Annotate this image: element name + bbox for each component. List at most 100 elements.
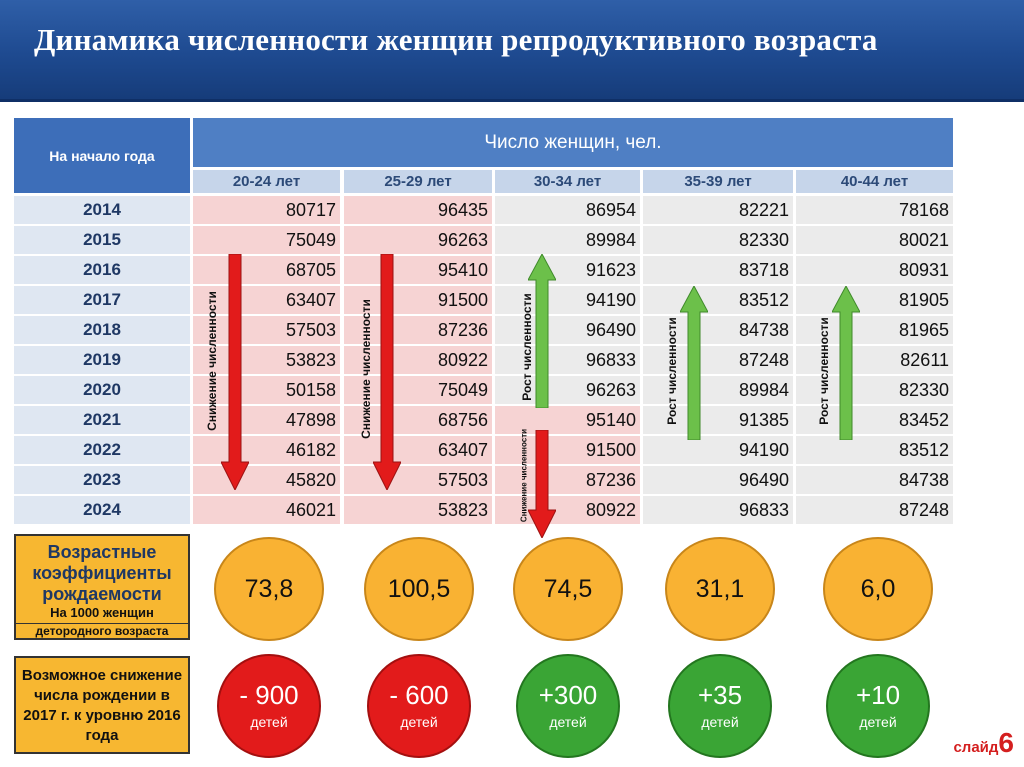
table-cell: 96490: [495, 316, 640, 344]
table-cell: 53823: [344, 496, 492, 524]
table-cell: 96833: [495, 346, 640, 374]
slide-number-value: 6: [998, 727, 1014, 758]
coefficient-circle: 74,5: [513, 537, 623, 641]
changes-title: Возможное снижение числа рождении в 2017…: [21, 667, 183, 744]
coefficients-title: Возрастные коэффициенты рождаемости: [32, 542, 172, 604]
fertility-coefficients-label: Возрастные коэффициенты рождаемости На 1…: [14, 534, 190, 640]
slide-number: слайд6: [953, 727, 1014, 759]
table-cell: 96490: [643, 466, 793, 494]
birth-change-unit: детей: [859, 714, 897, 730]
birth-change-circle: - 900 детей: [217, 654, 321, 758]
table-cell: 87236: [495, 466, 640, 494]
table-cell: 96435: [344, 196, 492, 224]
arrow-down-icon: [373, 254, 401, 490]
birth-change-circle: +10 детей: [826, 654, 930, 758]
table-cell: 91500: [344, 286, 492, 314]
table-cell: 50158: [193, 376, 340, 404]
birth-change-value: - 600: [389, 680, 449, 710]
trend-label-35-39: Рост численности: [665, 317, 679, 425]
year-cell: 2016: [14, 256, 190, 284]
table-cell: 83452: [796, 406, 953, 434]
arrow-up-icon: [680, 286, 708, 440]
slide-title: Динамика численности женщин репродуктивн…: [34, 22, 878, 57]
table-cell: 81965: [796, 316, 953, 344]
table-cell: 78168: [796, 196, 953, 224]
birth-change-value: - 900: [239, 680, 299, 710]
trend-label-30-34-down: Снижение численности: [519, 428, 529, 523]
table-cell: 83718: [643, 256, 793, 284]
table-cell: 80922: [495, 496, 640, 524]
table-cell: 86954: [495, 196, 640, 224]
year-cell: 2014: [14, 196, 190, 224]
table-cell: 80922: [344, 346, 492, 374]
year-cell: 2015: [14, 226, 190, 254]
coefficient-circle: 73,8: [214, 537, 324, 641]
table-cell: 82330: [796, 376, 953, 404]
table-cell: 87236: [344, 316, 492, 344]
table-cell: 46182: [193, 436, 340, 464]
age-group-header: 30-34 лет: [495, 170, 640, 193]
table-cell: 80931: [796, 256, 953, 284]
table-cell: 91385: [643, 406, 793, 434]
table-cell: 80717: [193, 196, 340, 224]
table-cell: 82611: [796, 346, 953, 374]
table-cell: 82221: [643, 196, 793, 224]
birth-change-unit: детей: [549, 714, 587, 730]
coefficient-circle: 100,5: [364, 537, 474, 641]
coefficient-circle: 6,0: [823, 537, 933, 641]
birth-change-value: +300: [538, 680, 598, 710]
coefficients-sub1: На 1000 женщин: [50, 605, 154, 620]
table-cell: 91623: [495, 256, 640, 284]
table-cell: 83512: [643, 286, 793, 314]
table-cell: 89984: [643, 376, 793, 404]
arrow-up-icon: [832, 286, 860, 440]
table-cell: 80021: [796, 226, 953, 254]
table-cell: 96263: [495, 376, 640, 404]
table-cell: 96833: [643, 496, 793, 524]
table-cell: 91500: [495, 436, 640, 464]
year-cell: 2019: [14, 346, 190, 374]
trend-label-25-29: Снижение численности: [359, 299, 373, 439]
table-cell: 45820: [193, 466, 340, 494]
trend-label-30-34-up: Рост численности: [520, 293, 534, 401]
table-cell: 84738: [796, 466, 953, 494]
table-cell: 87248: [643, 346, 793, 374]
birth-change-unit: детей: [400, 714, 438, 730]
age-group-header: 35-39 лет: [643, 170, 793, 193]
birth-change-circle: +35 детей: [668, 654, 772, 758]
year-cell: 2024: [14, 496, 190, 524]
trend-label-40-44: Рост численности: [817, 317, 831, 425]
table-cell: 75049: [193, 226, 340, 254]
year-cell: 2018: [14, 316, 190, 344]
birth-change-unit: детей: [701, 714, 739, 730]
birth-change-circle: - 600 детей: [367, 654, 471, 758]
arrow-down-icon: [528, 430, 556, 538]
age-group-header: 20-24 лет: [193, 170, 340, 193]
age-group-header: 25-29 лет: [344, 170, 492, 193]
arrow-down-icon: [221, 254, 249, 490]
table-cell: 84738: [643, 316, 793, 344]
table-cell: 94190: [643, 436, 793, 464]
table-cell: 82330: [643, 226, 793, 254]
table-cell: 89984: [495, 226, 640, 254]
slide-word: слайд: [953, 739, 999, 756]
table-cell: 63407: [344, 436, 492, 464]
coefficients-sub2: детородного возраста: [16, 623, 188, 639]
table-cell: 95140: [495, 406, 640, 434]
arrow-up-icon: [528, 254, 556, 408]
age-group-header: 40-44 лет: [796, 170, 953, 193]
year-cell: 2022: [14, 436, 190, 464]
table-cell: 96263: [344, 226, 492, 254]
birth-change-value: +10: [855, 680, 901, 710]
table-cell: 53823: [193, 346, 340, 374]
birth-change-unit: детей: [250, 714, 288, 730]
table-cell: 81905: [796, 286, 953, 314]
year-cell: 2020: [14, 376, 190, 404]
birth-change-value: +35: [697, 680, 743, 710]
table-cell: 57503: [344, 466, 492, 494]
table-cell: 87248: [796, 496, 953, 524]
table-cell: 68705: [193, 256, 340, 284]
slide-header: Динамика численности женщин репродуктивн…: [0, 0, 1024, 102]
table-cell: 57503: [193, 316, 340, 344]
year-column-header: На начало года: [14, 118, 190, 193]
